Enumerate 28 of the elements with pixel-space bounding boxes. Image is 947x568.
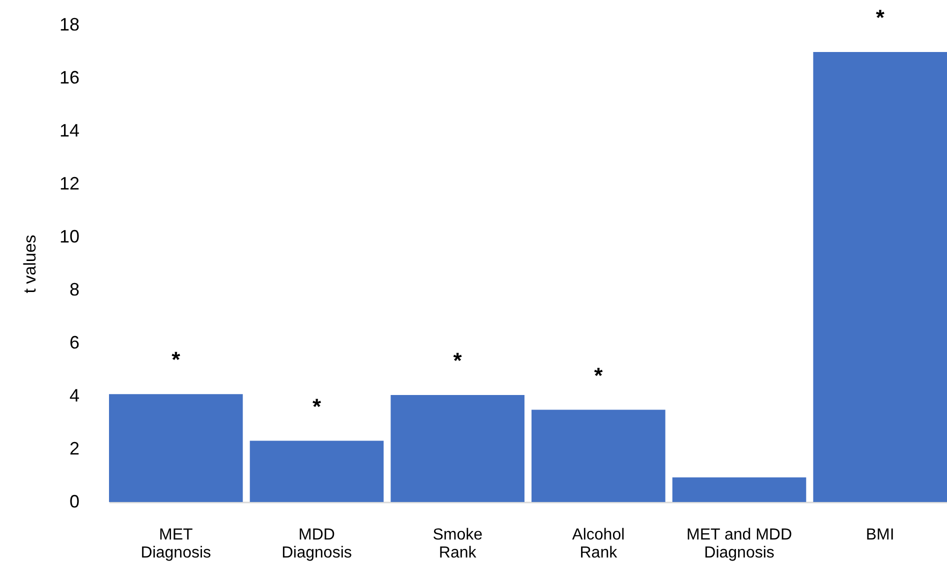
annotation: *	[453, 348, 462, 373]
x-tick-label: MET Diagnosis	[140, 526, 212, 562]
annotation: *	[594, 362, 604, 388]
y-tick-label: 8	[69, 280, 80, 300]
y-tick-label: 0	[69, 492, 80, 512]
y-tick-label: 18	[59, 14, 80, 34]
annotation: *	[172, 347, 181, 372]
y-tick-label: 2	[69, 438, 80, 458]
bar	[813, 52, 947, 502]
x-tick-label: MDD Diagnosis	[282, 526, 352, 562]
bar	[532, 410, 666, 502]
bar	[109, 394, 243, 502]
y-axis-title: t values	[20, 234, 40, 294]
x-tick-label: BMI	[866, 526, 894, 544]
y-tick-label: 14	[59, 120, 80, 140]
bar	[672, 477, 806, 502]
x-tick-label: MET and MDD Diagnosis	[686, 526, 792, 562]
annotation: *	[876, 5, 885, 30]
y-tick-label: 10	[59, 226, 80, 246]
bar	[250, 440, 384, 502]
annotation: *	[312, 394, 322, 419]
bar	[390, 394, 524, 502]
y-tick-label: 12	[59, 174, 80, 194]
x-tick-label: Alcohol Rank	[572, 526, 625, 562]
y-tick-label: 6	[69, 332, 80, 352]
y-tick-label: 16	[59, 68, 80, 88]
x-tick-label: Smoke Rank	[432, 526, 483, 562]
y-tick-label: 4	[69, 386, 80, 406]
